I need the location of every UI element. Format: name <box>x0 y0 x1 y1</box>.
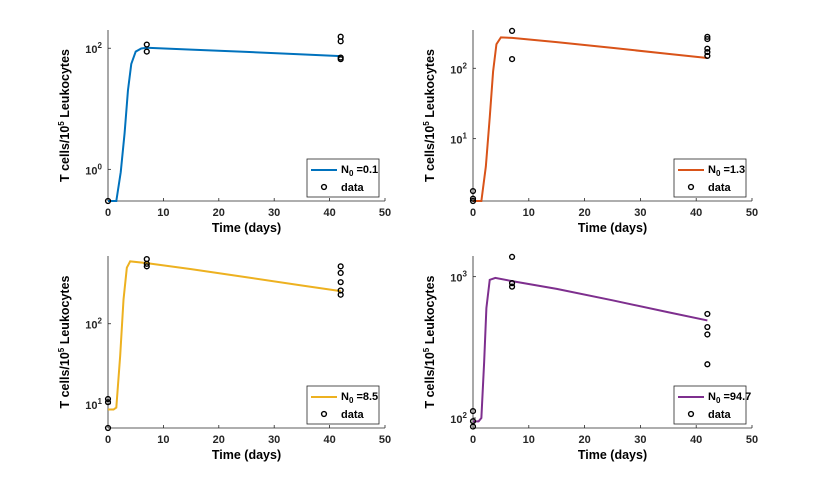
data-point <box>508 283 516 290</box>
y-tick-label: 103 <box>450 270 467 285</box>
data-point <box>704 45 711 52</box>
x-tick-label: 40 <box>323 207 335 219</box>
data-point <box>508 280 516 287</box>
legend-box <box>306 158 380 198</box>
data-point <box>104 197 112 205</box>
series-line <box>108 260 341 411</box>
legend-line-label: N0 =94.7 <box>708 391 751 405</box>
x-tick-label: 40 <box>690 434 702 446</box>
legend-data-marker <box>687 183 695 191</box>
y-tick-label: 101 <box>450 132 467 147</box>
y-axis-label: T cells/105 Leukocytes <box>422 275 437 408</box>
x-axis-label: Time (days) <box>212 221 281 235</box>
legend-data-marker <box>687 410 695 418</box>
x-axis-label: Time (days) <box>212 448 281 462</box>
x-tick-label: 10 <box>523 207 535 219</box>
x-tick-label: 30 <box>634 434 646 446</box>
data-point <box>508 27 516 34</box>
legend-line-label: N0 =0.1 <box>341 164 378 178</box>
data-point <box>337 56 344 63</box>
legend-data-label: data <box>708 409 732 421</box>
legend-line-label: N0 =1.3 <box>708 164 745 178</box>
x-tick-label: 30 <box>268 207 280 219</box>
x-tick-label: 0 <box>470 434 476 446</box>
data-point <box>704 35 711 43</box>
data-point <box>508 253 516 260</box>
series-line <box>108 46 341 202</box>
legend-data-marker <box>320 410 328 418</box>
x-tick-label: 0 <box>105 434 111 446</box>
data-point <box>337 269 344 277</box>
legend-line-label: N0 =8.5 <box>341 391 378 405</box>
legend-data-label: data <box>341 182 365 194</box>
data-point <box>469 423 477 430</box>
x-tick-label: 50 <box>379 434 391 446</box>
y-axis-label: T cells/105 Leukocytes <box>422 49 437 182</box>
data-point <box>143 263 150 270</box>
x-tick-label: 20 <box>578 434 590 446</box>
legend-box <box>673 158 747 198</box>
legend-box <box>306 385 380 425</box>
y-tick-label: 102 <box>450 61 467 76</box>
x-tick-label: 0 <box>470 207 476 219</box>
x-tick-label: 20 <box>213 207 225 219</box>
y-tick-label: 102 <box>85 317 102 332</box>
x-tick-label: 40 <box>323 434 335 446</box>
data-point <box>143 260 150 267</box>
chart-panel-bottom-left: 0 10 20 30 40 50 101 102 Time (days) T cells/105 … <box>57 256 391 462</box>
data-point <box>143 48 150 55</box>
chart-panel-top-right: 0 10 20 30 40 50 101 102 Time (days) T cells/105 … <box>422 27 758 235</box>
chart-panel-top-left: 0 10 20 30 40 50 100 102 Time (days) T cells/105 … <box>57 30 391 235</box>
data-point <box>469 407 477 415</box>
legend-box <box>673 385 747 425</box>
x-axis-label: Time (days) <box>578 448 647 462</box>
data-point <box>508 56 516 63</box>
x-tick-label: 10 <box>157 207 169 219</box>
data-point <box>704 323 711 331</box>
y-tick-label: 101 <box>85 397 102 412</box>
series-line <box>473 36 708 202</box>
y-tick-label: 102 <box>450 411 467 426</box>
y-tick-label: 102 <box>85 41 102 56</box>
data-point <box>469 187 477 195</box>
x-axis-label: Time (days) <box>578 221 647 235</box>
data-point <box>704 48 711 56</box>
data-point <box>704 310 711 318</box>
x-tick-label: 10 <box>523 434 535 446</box>
data-point <box>143 41 150 48</box>
chart-panel-bottom-right: 0 10 20 30 40 50 102 103 Time (days) T cells/105 … <box>422 253 758 462</box>
x-tick-label: 30 <box>268 434 280 446</box>
x-tick-label: 50 <box>379 207 391 219</box>
y-axis-label: T cells/105 Leukocytes <box>57 275 72 408</box>
data-point <box>704 331 711 338</box>
legend-data-label: data <box>341 409 365 421</box>
x-tick-label: 20 <box>213 434 225 446</box>
y-tick-label: 100 <box>85 162 102 177</box>
x-tick-label: 50 <box>746 434 758 446</box>
data-point <box>104 395 112 403</box>
x-tick-label: 10 <box>157 434 169 446</box>
data-point <box>337 291 344 298</box>
data-point <box>337 263 344 270</box>
y-axis-label: T cells/105 Leukocytes <box>57 49 72 182</box>
data-point <box>337 38 344 45</box>
data-point <box>469 195 477 202</box>
x-tick-label: 30 <box>634 207 646 219</box>
legend-data-label: data <box>708 182 732 194</box>
data-point <box>104 424 112 432</box>
data-point <box>704 361 711 368</box>
data-point <box>337 279 344 286</box>
x-tick-label: 40 <box>690 207 702 219</box>
data-point <box>704 33 711 40</box>
series-line <box>473 276 708 423</box>
x-tick-label: 20 <box>578 207 590 219</box>
data-point <box>104 399 112 406</box>
data-point <box>469 197 477 205</box>
legend-data-marker <box>320 183 328 191</box>
x-tick-label: 50 <box>746 207 758 219</box>
data-point <box>704 52 711 59</box>
x-tick-label: 0 <box>105 207 111 219</box>
